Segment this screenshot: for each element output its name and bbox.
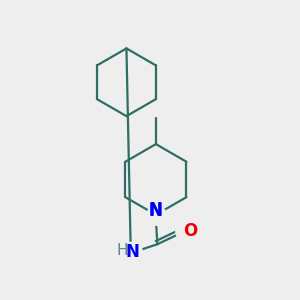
Text: N: N	[125, 244, 139, 262]
Text: O: O	[184, 222, 198, 240]
Text: N: N	[149, 201, 163, 219]
Text: N: N	[149, 202, 163, 220]
Text: H: H	[116, 243, 128, 258]
